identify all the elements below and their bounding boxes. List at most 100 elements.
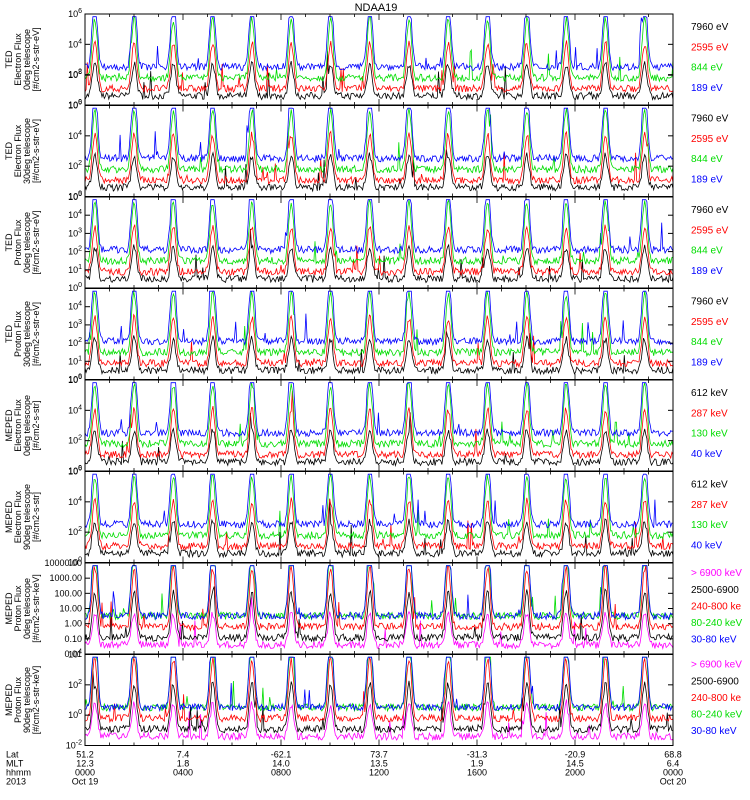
y-axis-label-line: [#/cm2-s-str] — [31, 400, 41, 450]
x-tick-label-lat: -20.9 — [565, 750, 586, 760]
series-line-3 — [84, 564, 674, 632]
y-axis-label-line: Electron Flux — [13, 124, 23, 177]
y-axis-label-line: [#/cm2-s-str-eV] — [31, 302, 41, 366]
legend-entry: 7960 eV — [691, 205, 729, 216]
x-tick-label-lat: 7.4 — [177, 750, 190, 760]
series-line-4 — [84, 107, 674, 164]
y-axis-label-line: MEPED — [4, 409, 14, 442]
x-tick-label-mlt: 13.5 — [370, 759, 388, 769]
y-axis-label-line: [#/cm2-s-str] — [31, 492, 41, 542]
y-axis-label-line: Electron Flux — [13, 399, 23, 452]
y-axis-label: MEPEDElectron Flux90deg telescope[#/cm2-… — [4, 484, 41, 550]
y-tick-label: 104 — [68, 209, 82, 220]
x-tick-label-hhmm: 0000 — [663, 768, 683, 778]
y-axis-label-line: Proton Flux — [13, 219, 23, 266]
series-line-1 — [84, 331, 674, 376]
y-tick-label: 100 — [68, 465, 82, 476]
panel-2: 100 102 104 106 108 TEDElectron Flux30deg tel… — [4, 69, 729, 201]
series-line-3 — [84, 198, 674, 266]
y-axis-label-line: 90deg telescope — [22, 667, 32, 733]
panel-6: 100 102 104 106 MEPEDElectron Flux90deg tele… — [4, 466, 728, 568]
x-tick-label-hhmm: 1200 — [369, 768, 389, 778]
y-axis-label: MEPEDElectron Flux0deg telescope[#/cm2-s… — [4, 395, 41, 456]
y-tick-label: 106 — [68, 8, 82, 19]
series-line-4 — [84, 290, 674, 347]
y-axis-label-line: [#/cm2-s-str-eV] — [31, 210, 41, 274]
legend-entry: 30-80 keV — [691, 634, 737, 645]
x-tick-label-mlt: 1.9 — [471, 759, 484, 769]
x-axis-row-label: MLT — [6, 759, 24, 769]
figure-title: NDAA19 — [355, 2, 398, 14]
y-axis-label: TEDProton Flux0deg telescope[#/cm2-s-str… — [4, 210, 41, 274]
series-line-3 — [84, 474, 674, 541]
panel-1: 100 102 104 106 108 TEDElectron Flux0deg tele… — [4, 8, 729, 110]
x-tick-label-lat: 73.7 — [370, 750, 388, 760]
y-axis-label: MEPEDProton Flux0deg telescope[#/cm2-s-s… — [4, 574, 41, 643]
legend-entry: 80-240 keV — [691, 618, 742, 629]
series-line-1 — [84, 699, 674, 742]
legend-entry: 287 keV — [691, 500, 728, 511]
y-axis-label-line: TED — [4, 141, 14, 160]
legend-entry: 240-800 ke — [691, 693, 741, 704]
legend-entry: 189 eV — [691, 266, 723, 277]
x-tick-label-date: Oct 20 — [660, 777, 687, 787]
legend-entry: 189 eV — [691, 357, 723, 368]
y-axis-label-line: 0deg telescope — [22, 578, 32, 639]
x-tick-label-lat: -31.3 — [467, 750, 488, 760]
series-line-1 — [84, 412, 674, 468]
y-tick-label: 104 — [68, 649, 82, 660]
series-line-3 — [84, 108, 674, 175]
y-tick-label: 104 — [68, 38, 82, 49]
y-tick-label: 100 — [68, 557, 82, 568]
y-tick-label: 102 — [68, 69, 82, 80]
y-tick-label: 102 — [68, 337, 82, 348]
y-tick-label: 100.00 — [54, 588, 82, 598]
y-axis-label-line: [#/cm2-s-str-keV] — [31, 666, 41, 735]
y-tick-label: 102 — [68, 246, 82, 257]
x-tick-label-lat: -62.1 — [271, 750, 292, 760]
legend-entry: 7960 eV — [691, 114, 729, 125]
legend-entry: 189 eV — [691, 83, 723, 94]
series-line-4 — [84, 565, 674, 621]
series-line-1 — [84, 149, 674, 193]
legend-entry: 844 eV — [691, 246, 723, 257]
y-tick-label: 103 — [68, 319, 82, 330]
y-tick-label: 102 — [68, 160, 82, 171]
legend-entry: 612 keV — [691, 388, 728, 399]
y-tick-label: 101 — [68, 355, 82, 366]
x-axis-row-label: Lat — [6, 750, 19, 760]
legend-entry: 30-80 keV — [691, 726, 737, 737]
y-tick-label: 0.10 — [64, 634, 82, 644]
y-axis-label-line: MEPED — [4, 592, 14, 625]
y-tick-label: 106 — [68, 466, 82, 477]
series-line-3 — [84, 656, 674, 724]
y-axis-label-line: 30deg telescope — [22, 301, 32, 367]
series-line-5 — [84, 565, 674, 621]
panel-4: 100 101 102 103 104 TEDProton Flux30deg teles… — [4, 288, 729, 385]
legend-entry: > 6900 keV — [691, 660, 742, 671]
legend-entry: 40 keV — [691, 449, 722, 460]
y-tick-label: 10000.00 — [44, 558, 82, 568]
y-tick-label: 102 — [68, 526, 82, 537]
legend-entry: 40 keV — [691, 540, 722, 551]
series-line-2 — [84, 671, 674, 734]
legend-entry: 2595 eV — [691, 225, 729, 236]
y-axis-label-line: 0deg telescope — [22, 212, 32, 273]
y-axis-label-line: MEPED — [4, 501, 14, 534]
x-tick-label-mlt: 12.3 — [76, 759, 94, 769]
x-axis-row-label: 2013 — [6, 777, 26, 787]
legend-entry: 612 keV — [691, 480, 728, 491]
y-axis-label-line: 0deg telescope — [22, 29, 32, 90]
series-line-1 — [84, 498, 674, 559]
y-axis-label-line: Proton Flux — [13, 310, 23, 357]
y-tick-label: 1.00 — [64, 619, 82, 629]
x-axis-row-label: hhmm — [6, 768, 31, 778]
panel-8: 10-2 100 102 104 MEPEDProton Flux90deg teles… — [4, 649, 742, 751]
legend-entry: 7960 eV — [691, 297, 729, 308]
y-axis-label: TEDElectron Flux0deg telescope[#/cm2-s-s… — [4, 27, 41, 91]
y-axis-label-line: [#/cm2-s-str-eV] — [31, 27, 41, 91]
x-tick-label-hhmm: 1600 — [467, 768, 487, 778]
